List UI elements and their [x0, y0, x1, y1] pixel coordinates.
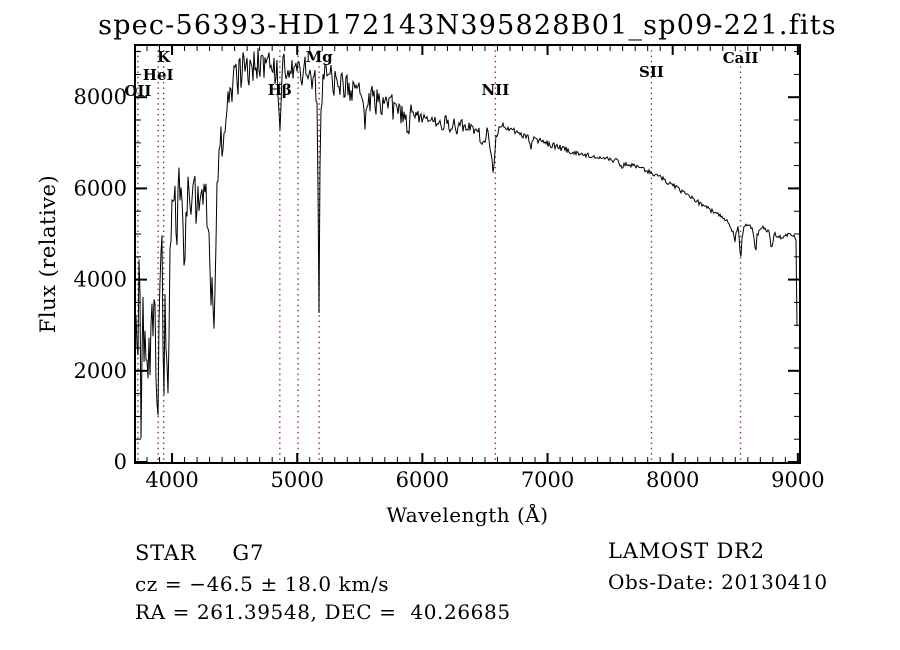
obs-date-line: Obs-Date: 20130410	[608, 570, 828, 594]
x-tick-label: 9000	[771, 468, 824, 492]
spectral-line-label: OII	[124, 82, 151, 100]
object-subclass: G7	[232, 541, 265, 565]
plot-frame	[134, 44, 801, 464]
x-tick-label: 7000	[521, 468, 574, 492]
x-tick-label: 6000	[396, 468, 449, 492]
object-class: STAR	[135, 541, 197, 565]
spectral-line-label: Hβ	[268, 81, 292, 99]
spectrum-trace	[134, 48, 798, 439]
y-tick-label: 0	[114, 450, 127, 474]
x-axis-label: Wavelength (Å)	[386, 503, 549, 527]
ra-dec-line: RA = 261.39548, DEC = 40.26685	[135, 600, 511, 624]
y-tick-label: 6000	[74, 176, 127, 200]
y-tick-label: 2000	[74, 359, 127, 383]
x-tick-label: 8000	[646, 468, 699, 492]
plot-title: spec-56393-HD172143N395828B01_sp09-221.f…	[98, 10, 837, 41]
spectral-line-label: K	[157, 48, 171, 66]
y-tick-label: 8000	[74, 85, 127, 109]
survey-label: LAMOST DR2	[608, 539, 765, 563]
x-tick-label: 5000	[270, 468, 323, 492]
cz-value-line: cz = −46.5 ± 18.0 km/s	[135, 572, 390, 596]
spectral-line-label: HeI	[143, 66, 174, 84]
spectral-line-label: NII	[481, 81, 509, 99]
spectral-line-label: CaII	[723, 49, 759, 67]
spectral-line-label: Mg	[306, 48, 334, 66]
y-tick-label: 4000	[74, 268, 127, 292]
spectral-line-label: SII	[639, 63, 664, 81]
x-tick-label: 4000	[145, 468, 198, 492]
y-axis-label: Flux (relative)	[36, 174, 60, 334]
object-class-line: STAR G7	[135, 541, 264, 565]
